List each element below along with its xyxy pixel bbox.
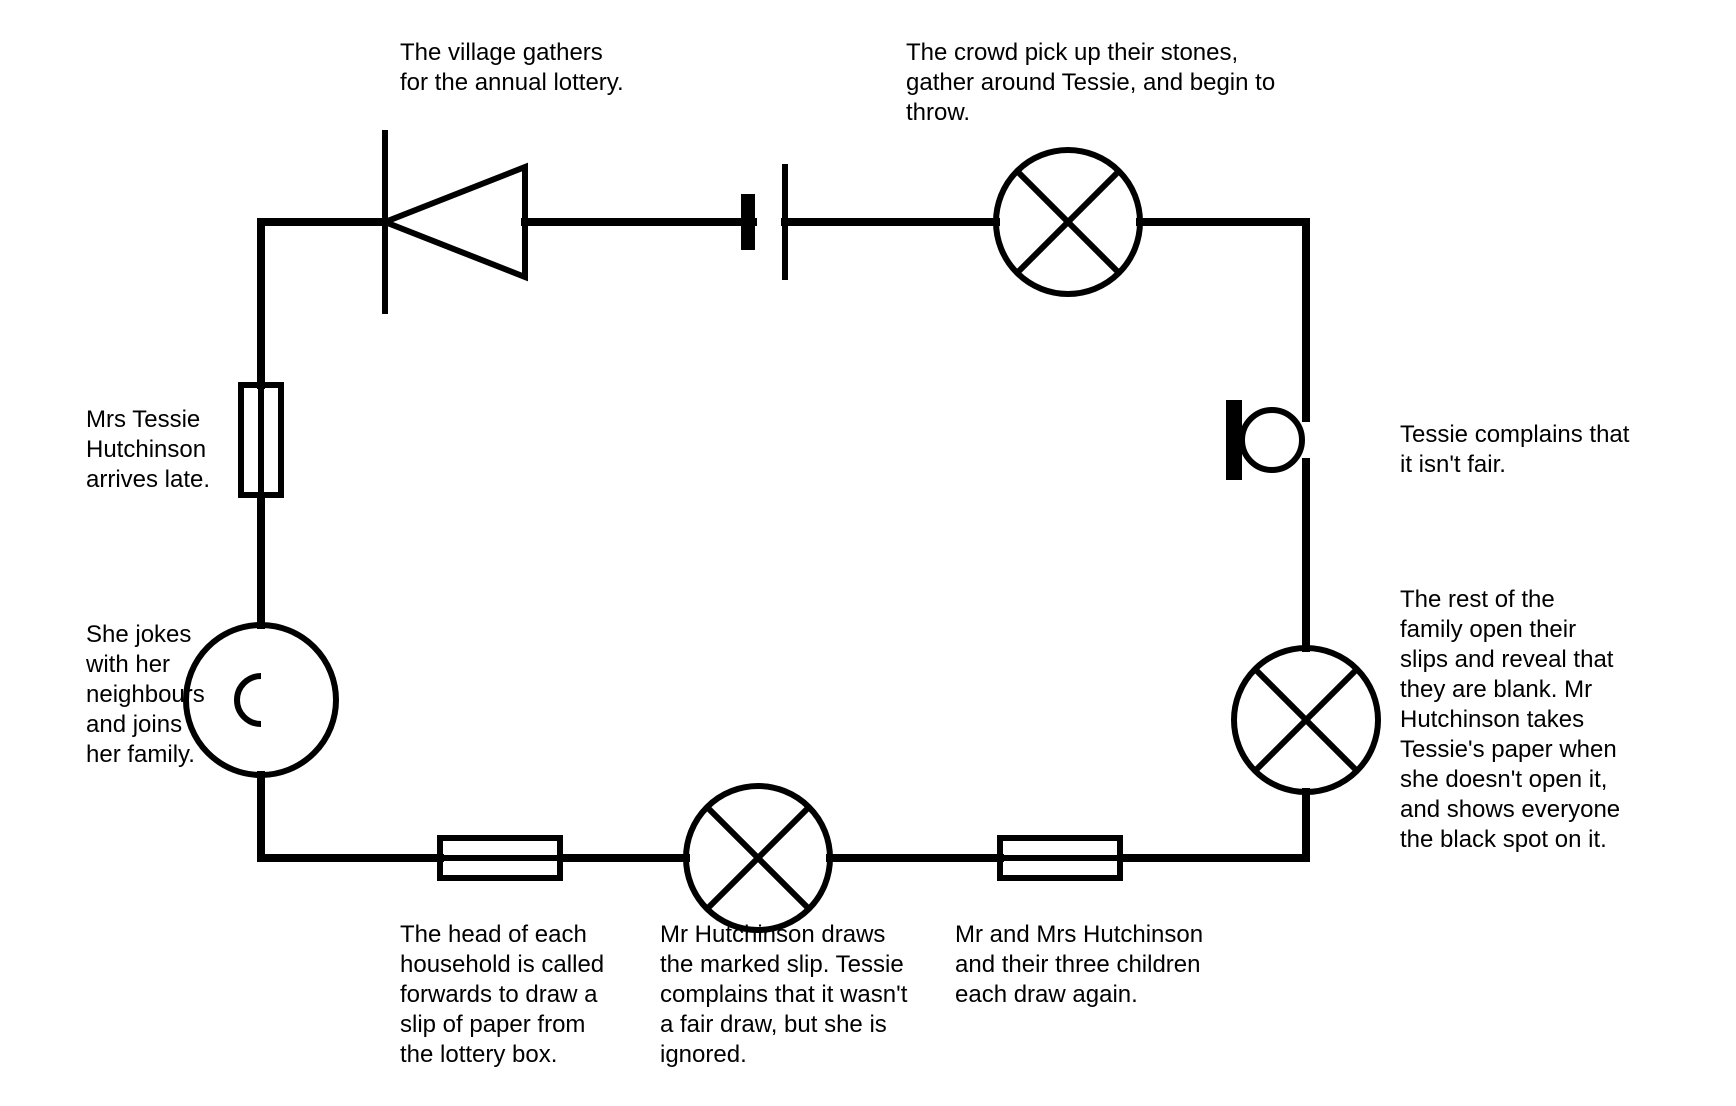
label-right-buzzer: Tessie complains that it isn't fair. [1400, 420, 1629, 480]
label-bottom-fuse-r: Mr and Mrs Hutchinson and their three ch… [955, 920, 1203, 1010]
label-right-lamp: The rest of the family open their slips … [1400, 585, 1620, 855]
label-left-fuse: Mrs Tessie Hutchinson arrives late. [86, 405, 210, 495]
label-left-motor: She jokes with her neighbours and joins … [86, 620, 205, 770]
label-top-lamp: The crowd pick up their stones, gather a… [906, 38, 1275, 128]
label-bottom-fuse-l: The head of each household is called for… [400, 920, 604, 1070]
label-top-diode: The village gathers for the annual lotte… [400, 38, 624, 98]
label-bottom-lamp: Mr Hutchinson draws the marked slip. Tes… [660, 920, 907, 1070]
diagram-stage: The village gathers for the annual lotte… [0, 0, 1736, 1106]
